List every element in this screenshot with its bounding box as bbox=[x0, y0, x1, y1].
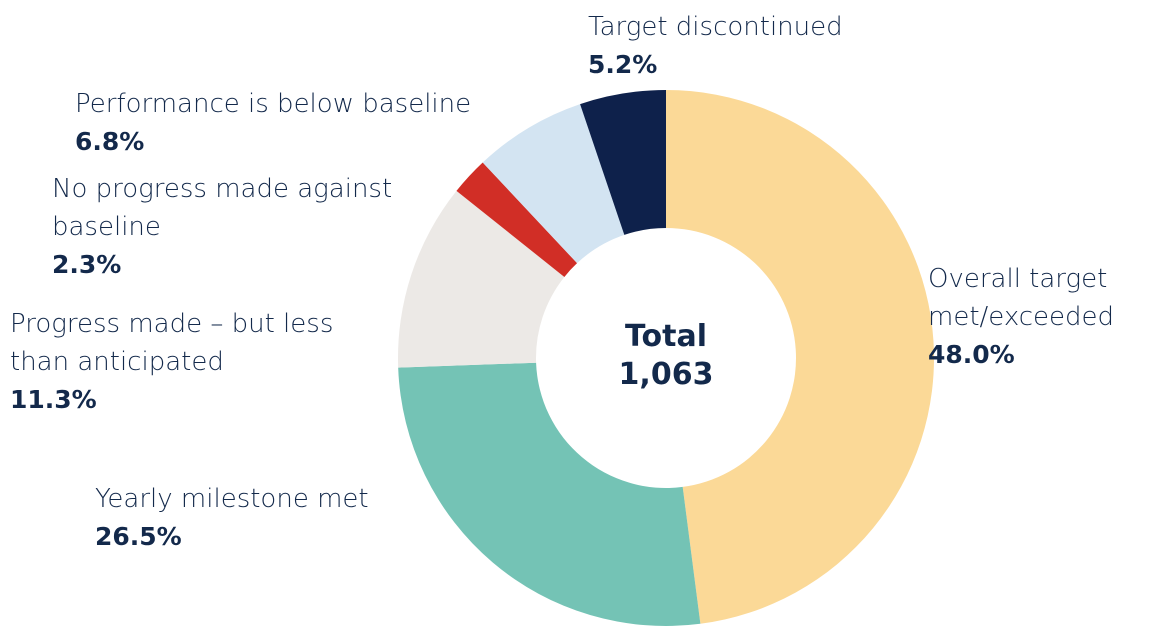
category-name: Progress made – but less than anticipate… bbox=[10, 309, 334, 377]
donut-segment bbox=[580, 90, 666, 235]
category-name: Target discontinued bbox=[588, 12, 843, 42]
percent-label: 11.3% bbox=[10, 385, 97, 414]
percent-label: 6.8% bbox=[75, 127, 145, 156]
category-name: No progress made against baseline bbox=[52, 174, 393, 242]
center-title: Total bbox=[625, 319, 707, 354]
category-name: Performance is below baseline bbox=[75, 89, 472, 119]
percent-label: 5.2% bbox=[588, 50, 658, 79]
segment-label: Progress made – but less than anticipate… bbox=[10, 305, 390, 419]
donut-segment bbox=[666, 90, 934, 624]
percent-label: 2.3% bbox=[52, 250, 122, 279]
center-total: 1,063 bbox=[618, 357, 714, 392]
percent-label: 26.5% bbox=[95, 522, 182, 551]
donut-segment bbox=[397, 190, 565, 368]
segment-label: Yearly milestone met 26.5% bbox=[95, 480, 515, 556]
percent-label: 48.0% bbox=[928, 340, 1015, 369]
category-name: Yearly milestone met bbox=[95, 484, 369, 514]
segment-label: Target discontinued 5.2% bbox=[588, 8, 908, 84]
segment-label: Performance is below baseline 6.8% bbox=[75, 85, 545, 161]
segment-label: No progress made against baseline 2.3% bbox=[52, 170, 452, 284]
segment-label: Overall target met/exceeded 48.0% bbox=[928, 260, 1163, 374]
donut-segment bbox=[398, 362, 701, 626]
donut-segment bbox=[482, 104, 625, 264]
category-name: Overall target met/exceeded bbox=[928, 264, 1115, 332]
donut-segment bbox=[456, 162, 578, 277]
